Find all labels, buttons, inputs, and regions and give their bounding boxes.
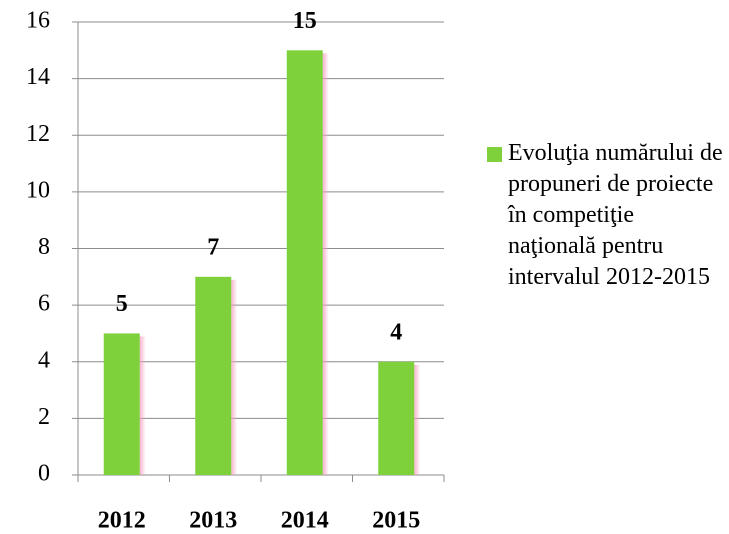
bar (103, 333, 140, 475)
bar-shadow (414, 364, 421, 475)
y-tick-label: 10 (26, 177, 50, 203)
y-tick-label: 16 (26, 8, 50, 34)
bar (286, 50, 323, 475)
x-tick-label: 2015 (372, 508, 420, 534)
data-label: 4 (390, 319, 402, 345)
data-label: 5 (116, 291, 128, 317)
x-tick-label: 2014 (281, 508, 329, 534)
bar-shadow (139, 336, 146, 475)
bar (378, 361, 415, 475)
legend-label: Evoluţia numărului de propuneri de proie… (508, 140, 723, 290)
data-label: 7 (207, 234, 219, 260)
y-tick-label: 8 (38, 234, 50, 260)
y-tick-label: 4 (38, 347, 50, 373)
y-tick-label: 12 (26, 121, 50, 147)
y-tick-label: 0 (38, 461, 50, 487)
x-tick-label: 2013 (189, 508, 237, 534)
bar (195, 276, 232, 475)
legend-swatch (487, 147, 502, 162)
data-label: 15 (293, 8, 317, 34)
y-tick-label: 2 (38, 404, 50, 430)
bar-shadow (322, 53, 329, 475)
x-tick-label: 2012 (98, 508, 146, 534)
y-tick-label: 6 (38, 291, 50, 317)
bar-shadow (231, 279, 238, 475)
y-tick-label: 14 (26, 64, 50, 90)
